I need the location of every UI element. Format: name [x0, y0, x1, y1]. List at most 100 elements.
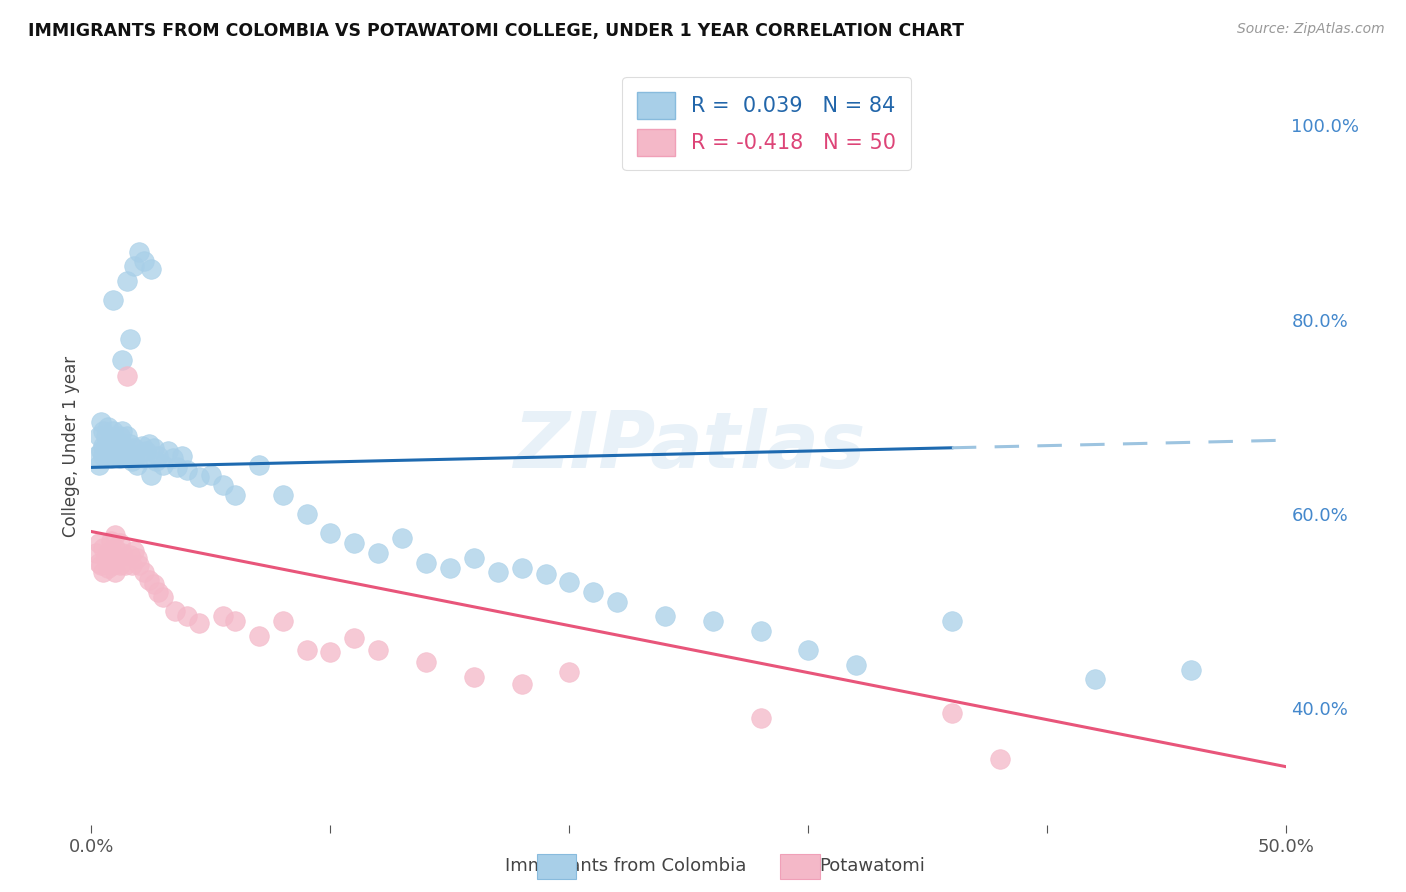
Point: [97, 443, 120, 458]
Point: [211, 478, 233, 492]
Point: [93, 541, 114, 555]
Point: [97, 546, 120, 560]
Point: [156, 443, 179, 458]
Point: [104, 566, 127, 580]
Point: [111, 353, 134, 368]
Point: [128, 558, 150, 572]
Point: [124, 449, 146, 463]
Point: [166, 460, 188, 475]
Point: [101, 425, 124, 439]
Point: [148, 449, 170, 463]
Point: [367, 546, 389, 560]
Point: [101, 437, 124, 451]
Point: [415, 556, 437, 570]
Point: [1180, 663, 1202, 677]
Point: [97, 560, 120, 574]
Point: [94, 550, 117, 565]
Point: [941, 614, 963, 628]
Point: [100, 450, 122, 465]
Point: [224, 614, 246, 628]
Point: [176, 609, 198, 624]
Point: [93, 425, 114, 439]
Point: [108, 536, 131, 550]
Point: [152, 458, 174, 473]
Point: [247, 629, 270, 643]
Point: [100, 548, 122, 562]
Point: [200, 468, 222, 483]
Point: [132, 450, 155, 465]
Point: [94, 429, 117, 443]
Point: [128, 244, 150, 259]
Text: Potawatomi: Potawatomi: [818, 857, 925, 875]
Point: [415, 655, 437, 669]
Text: ZIPatlas: ZIPatlas: [513, 408, 865, 484]
Point: [114, 441, 136, 455]
Point: [108, 429, 131, 443]
Point: [138, 573, 160, 587]
Point: [128, 447, 150, 461]
Point: [108, 558, 131, 572]
Point: [101, 558, 124, 572]
Point: [163, 604, 186, 618]
Point: [271, 614, 294, 628]
Point: [93, 566, 114, 580]
Point: [845, 657, 868, 672]
Point: [107, 550, 129, 565]
Point: [224, 487, 246, 501]
Point: [118, 548, 141, 562]
Point: [702, 614, 724, 628]
Point: [93, 439, 114, 453]
Point: [141, 468, 162, 483]
Point: [988, 752, 1011, 766]
Point: [142, 577, 165, 591]
Point: [391, 532, 413, 546]
Point: [343, 632, 366, 646]
Point: [558, 575, 581, 590]
Point: [148, 584, 170, 599]
Point: [115, 369, 138, 384]
Point: [124, 441, 146, 455]
Point: [131, 439, 153, 453]
Text: IMMIGRANTS FROM COLOMBIA VS POTAWATOMI COLLEGE, UNDER 1 YEAR CORRELATION CHART: IMMIGRANTS FROM COLOMBIA VS POTAWATOMI C…: [28, 22, 965, 40]
Point: [534, 567, 557, 582]
Point: [187, 615, 211, 630]
Point: [162, 450, 184, 465]
Point: [84, 449, 107, 463]
Point: [510, 677, 533, 691]
Point: [100, 534, 122, 549]
Point: [463, 670, 485, 684]
Point: [749, 711, 772, 725]
Point: [138, 437, 160, 451]
Point: [87, 429, 110, 443]
Point: [271, 487, 294, 501]
Point: [135, 443, 157, 458]
Point: [108, 450, 131, 465]
Point: [111, 546, 134, 560]
Point: [107, 447, 129, 461]
Point: [343, 536, 366, 550]
Point: [93, 449, 114, 463]
Point: [124, 259, 146, 273]
Point: [172, 449, 194, 463]
Point: [295, 643, 318, 657]
Point: [87, 556, 110, 570]
Point: [125, 550, 148, 565]
Point: [94, 439, 117, 453]
Text: Source: ZipAtlas.com: Source: ZipAtlas.com: [1237, 22, 1385, 37]
Point: [104, 449, 127, 463]
Point: [115, 449, 138, 463]
Point: [319, 645, 342, 659]
Point: [367, 643, 389, 657]
Y-axis label: College, Under 1 year: College, Under 1 year: [62, 355, 80, 537]
Point: [145, 453, 167, 467]
Point: [152, 590, 174, 604]
Point: [132, 254, 155, 268]
Point: [118, 437, 141, 451]
Point: [115, 429, 138, 443]
Point: [187, 470, 211, 484]
Point: [90, 443, 112, 458]
Point: [142, 441, 165, 455]
Point: [606, 594, 628, 608]
Point: [582, 584, 605, 599]
Point: [749, 624, 772, 638]
